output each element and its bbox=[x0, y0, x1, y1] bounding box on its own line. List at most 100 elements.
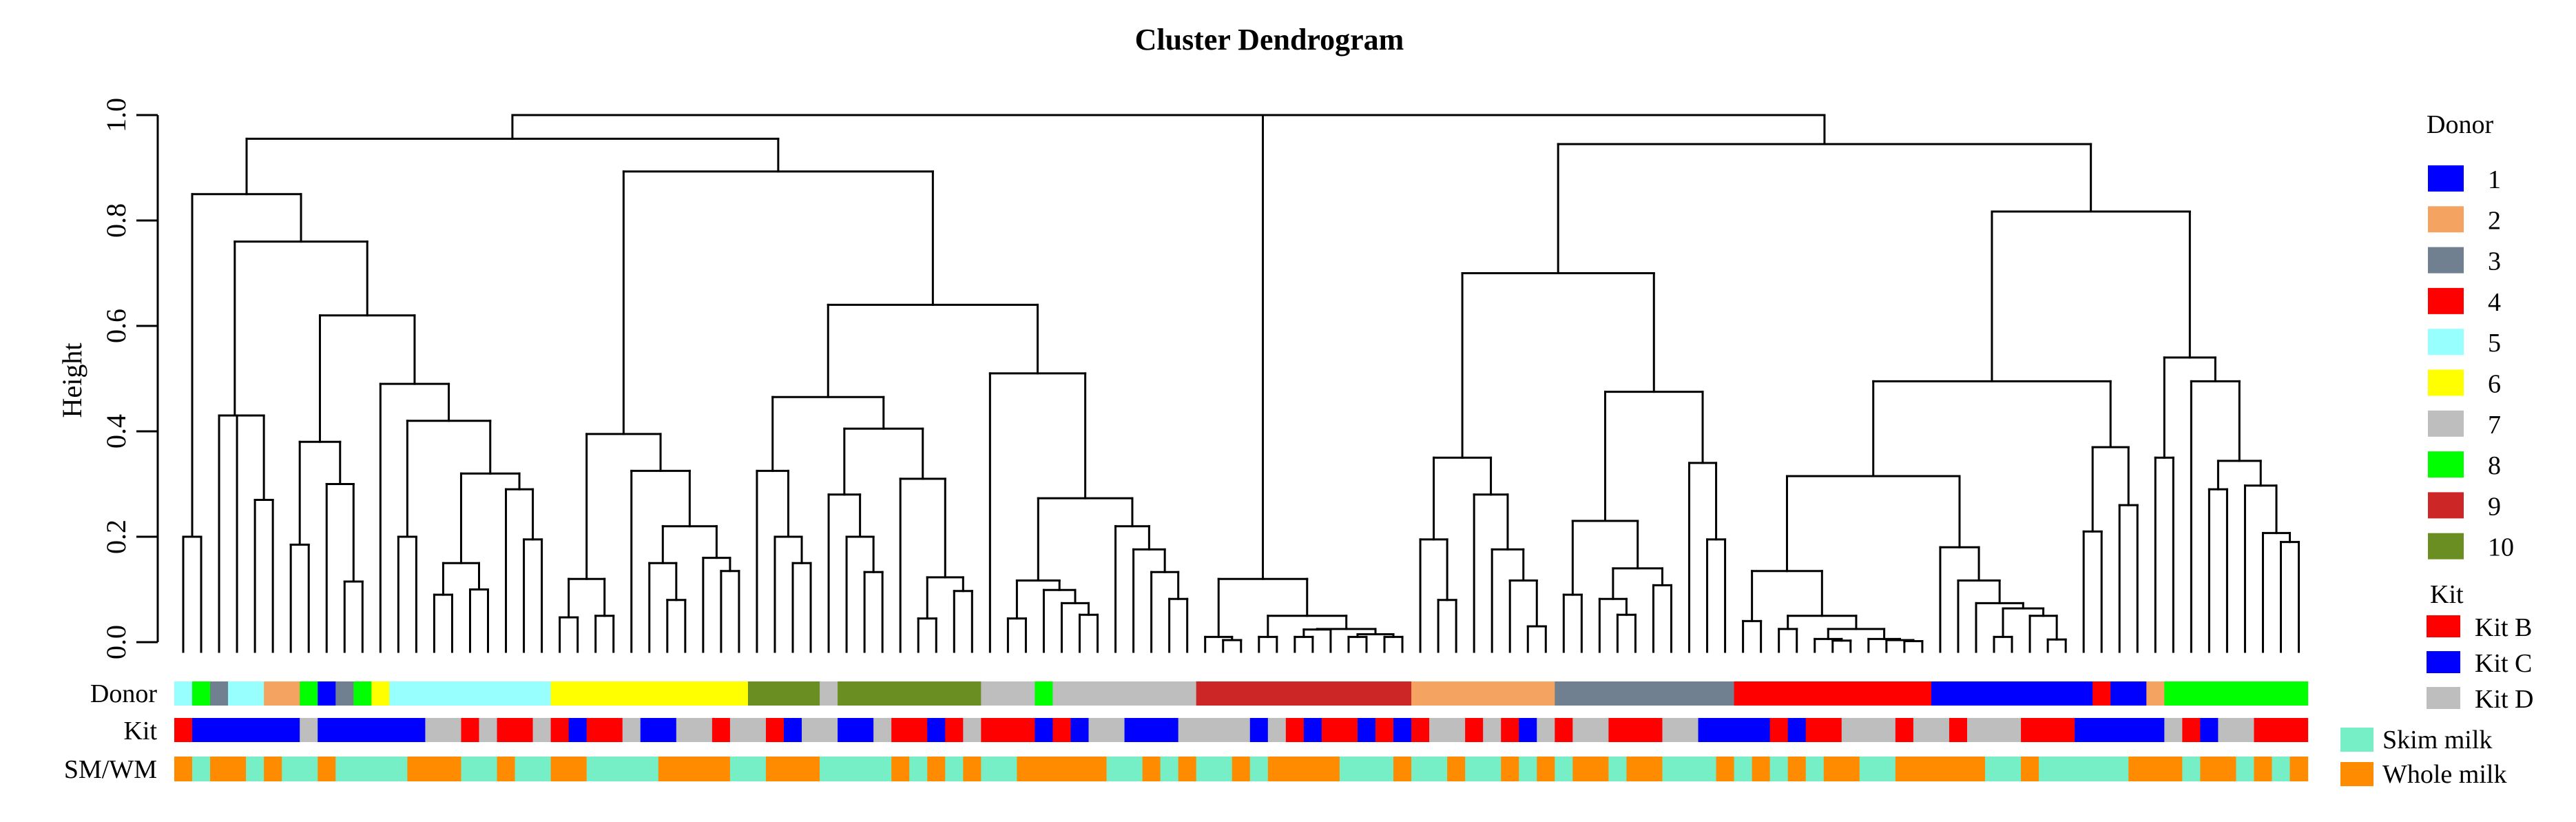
donor-cell bbox=[747, 681, 767, 706]
donor-cell bbox=[300, 681, 318, 706]
kit-cell bbox=[353, 718, 372, 742]
donor-cell bbox=[2003, 681, 2022, 706]
legend-donor-label: 2 bbox=[2488, 206, 2501, 235]
donor-cell bbox=[532, 681, 552, 706]
donor-cell bbox=[1644, 681, 1663, 706]
smwm-cell bbox=[1590, 757, 1609, 781]
smwm-cell bbox=[622, 757, 641, 781]
donor-cell bbox=[945, 681, 964, 706]
kit-cell bbox=[407, 718, 426, 742]
legend-donor-swatch bbox=[2428, 287, 2464, 314]
donor-cell bbox=[784, 681, 802, 706]
kit-cell bbox=[2182, 718, 2201, 742]
kit-cell bbox=[891, 718, 910, 742]
kit-cell bbox=[1644, 718, 1663, 742]
kit-cell bbox=[1859, 718, 1878, 742]
kit-cell bbox=[820, 718, 838, 742]
legend-donor-swatch bbox=[2428, 533, 2464, 559]
kit-cell bbox=[1626, 718, 1645, 742]
y-axis-label: Height bbox=[56, 343, 87, 418]
donor-cell bbox=[1142, 681, 1161, 706]
smwm-cell bbox=[1232, 757, 1251, 781]
dendrogram-tree bbox=[182, 114, 2300, 653]
kit-cell bbox=[371, 718, 390, 742]
smwm-cell bbox=[586, 757, 605, 781]
smwm-cell bbox=[747, 757, 767, 781]
donor-cell bbox=[2128, 681, 2147, 706]
smwm-cell bbox=[2164, 757, 2183, 781]
smwm-cell bbox=[192, 757, 211, 781]
smwm-cell bbox=[1805, 757, 1825, 781]
smwm-cell bbox=[1769, 757, 1789, 781]
donor-cell bbox=[264, 681, 282, 706]
kit-cell bbox=[318, 718, 336, 742]
smwm-cell bbox=[1070, 757, 1090, 781]
smwm-cell bbox=[604, 757, 623, 781]
kit-cell bbox=[264, 718, 282, 742]
donor-cell bbox=[1572, 681, 1591, 706]
donor-cell bbox=[2110, 681, 2129, 706]
donor-cell bbox=[2164, 681, 2183, 706]
donor-cell bbox=[1716, 681, 1735, 706]
donor-cell bbox=[461, 681, 480, 706]
kit-cell bbox=[1966, 718, 1986, 742]
donor-cell bbox=[282, 681, 300, 706]
donor-cell bbox=[2075, 681, 2093, 706]
kit-cell bbox=[640, 718, 659, 742]
smwm-cell bbox=[1035, 757, 1054, 781]
kit-cell bbox=[747, 718, 767, 742]
smwm-cell bbox=[1411, 757, 1430, 781]
donor-cell bbox=[586, 681, 605, 706]
smwm-cell bbox=[1429, 757, 1448, 781]
legend-kit-label: Kit B bbox=[2475, 613, 2532, 642]
legend-donor-swatch bbox=[2428, 247, 2464, 274]
smwm-cell bbox=[1249, 757, 1269, 781]
kit-cell bbox=[2128, 718, 2147, 742]
smwm-cell bbox=[1537, 757, 1555, 781]
kit-cell bbox=[1716, 718, 1735, 742]
smwm-cell bbox=[1214, 757, 1233, 781]
donor-cell bbox=[820, 681, 838, 706]
donor-cell bbox=[1787, 681, 1807, 706]
kit-cell bbox=[1160, 718, 1179, 742]
legend-smwm-label: Skim milk bbox=[2382, 726, 2492, 754]
kit-cell bbox=[1178, 718, 1197, 742]
legend-donor-label: 8 bbox=[2488, 451, 2501, 480]
donor-cell bbox=[1429, 681, 1448, 706]
donor-cell bbox=[1626, 681, 1645, 706]
donor-cell bbox=[1931, 681, 1950, 706]
legend-donor-swatch bbox=[2428, 369, 2464, 396]
smwm-cell bbox=[1160, 757, 1179, 781]
donor-cell bbox=[1949, 681, 1968, 706]
smwm-cell bbox=[1823, 757, 1842, 781]
kit-cell bbox=[300, 718, 318, 742]
smwm-cell bbox=[729, 757, 749, 781]
kit-cell bbox=[2110, 718, 2129, 742]
donor-cell bbox=[1841, 681, 1860, 706]
smwm-cell bbox=[963, 757, 981, 781]
smwm-cell bbox=[1680, 757, 1699, 781]
donor-cell bbox=[855, 681, 874, 706]
legend-donor-label: 9 bbox=[2488, 492, 2501, 521]
smwm-cell bbox=[2289, 757, 2309, 781]
donor-cell bbox=[1303, 681, 1322, 706]
donor-cell bbox=[1285, 681, 1305, 706]
kit-cell bbox=[192, 718, 211, 742]
smwm-cell bbox=[1644, 757, 1663, 781]
smwm-cell bbox=[2218, 757, 2237, 781]
donor-cell bbox=[407, 681, 426, 706]
kit-cell bbox=[784, 718, 802, 742]
donor-cell bbox=[371, 681, 390, 706]
donor-cell bbox=[1088, 681, 1108, 706]
kit-cell bbox=[1196, 718, 1215, 742]
kit-cell bbox=[1752, 718, 1771, 742]
donor-cell bbox=[1447, 681, 1466, 706]
donor-cell bbox=[1501, 681, 1519, 706]
donor-cell bbox=[389, 681, 408, 706]
smwm-cell bbox=[927, 757, 946, 781]
donor-cell bbox=[1411, 681, 1430, 706]
donor-cell bbox=[515, 681, 534, 706]
smwm-cell bbox=[1519, 757, 1537, 781]
donor-cell bbox=[1537, 681, 1555, 706]
